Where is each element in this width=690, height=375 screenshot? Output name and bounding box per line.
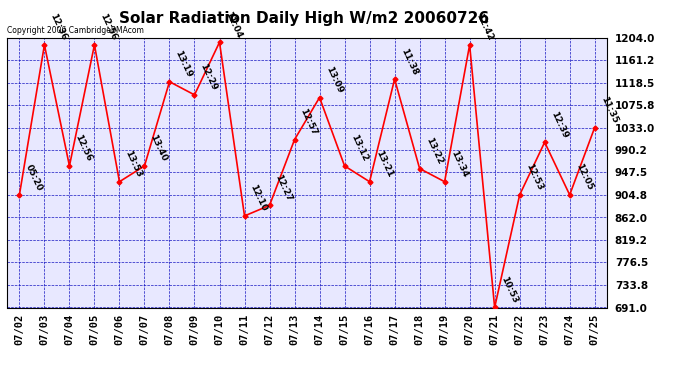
Text: 11:38: 11:38 (399, 46, 419, 76)
Text: 12:29: 12:29 (199, 62, 219, 92)
Text: 13:53: 13:53 (124, 149, 144, 179)
Text: 12:39: 12:39 (549, 110, 569, 140)
Text: 12:05: 12:05 (574, 162, 594, 192)
Text: 13:22: 13:22 (424, 136, 444, 166)
Text: 05:20: 05:20 (23, 163, 43, 192)
Text: 13:21: 13:21 (374, 149, 394, 179)
Text: 11:04: 11:04 (224, 10, 244, 39)
Text: 12:36: 12:36 (48, 12, 69, 42)
Text: 13:09: 13:09 (324, 65, 344, 95)
Text: 10:53: 10:53 (499, 275, 519, 305)
Text: 13:34: 13:34 (448, 149, 469, 179)
Text: 12:56: 12:56 (99, 12, 119, 42)
Text: 13:40: 13:40 (148, 134, 169, 163)
Text: 13:12: 13:12 (348, 134, 369, 163)
Text: 13:19: 13:19 (174, 49, 194, 79)
Text: Solar Radiation Daily High W/m2 20060726: Solar Radiation Daily High W/m2 20060726 (119, 11, 489, 26)
Text: 12:42: 12:42 (474, 12, 494, 42)
Text: 11:35: 11:35 (599, 95, 619, 125)
Text: 12:53: 12:53 (524, 162, 544, 192)
Text: 12:57: 12:57 (299, 107, 319, 137)
Text: 12:10: 12:10 (248, 183, 269, 213)
Text: 12:56: 12:56 (74, 134, 94, 163)
Text: Copyright 2006 CambridgeBMAcom: Copyright 2006 CambridgeBMAcom (7, 26, 144, 35)
Text: 12:27: 12:27 (274, 173, 294, 202)
